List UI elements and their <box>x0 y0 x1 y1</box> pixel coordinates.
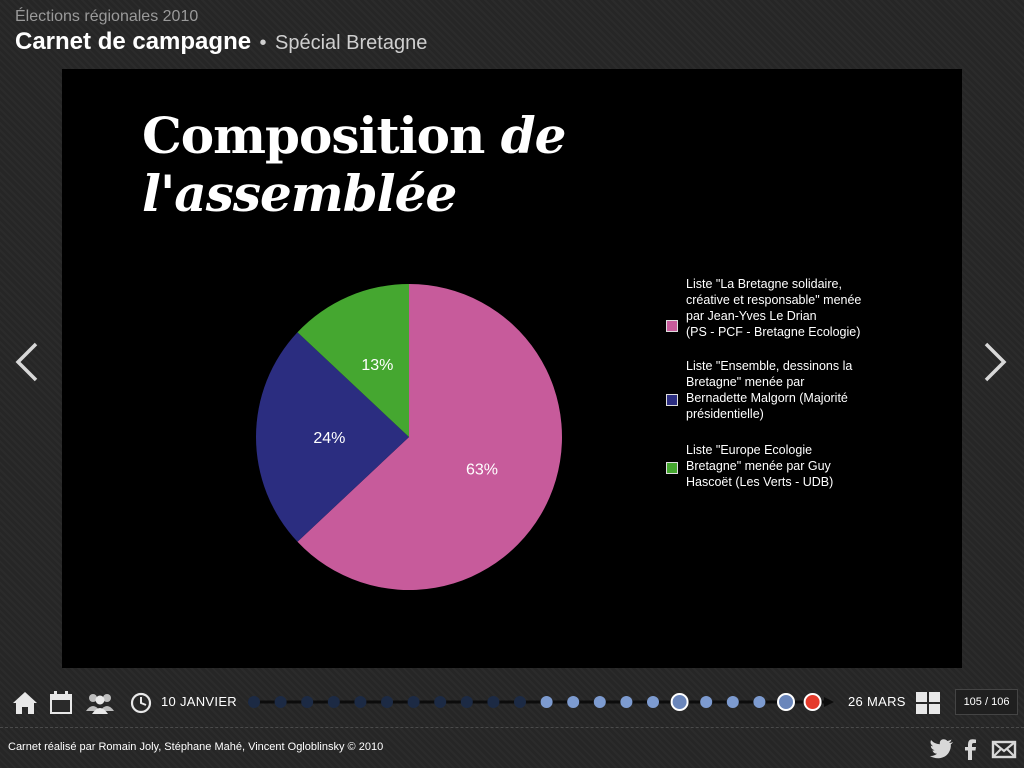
grid-icon <box>916 692 940 714</box>
mail-icon <box>991 740 1017 759</box>
pie-slice-2 <box>297 284 409 437</box>
timeline-dot-10[interactable] <box>514 696 526 708</box>
pie-slice-label-0: 63% <box>466 462 498 479</box>
home-icon <box>13 692 37 714</box>
clock-button[interactable] <box>128 689 156 717</box>
timeline-dot-21[interactable] <box>803 693 822 711</box>
timeline-dot-9[interactable] <box>487 696 500 708</box>
page-title: Carnet de campagne <box>15 28 252 55</box>
people-icon <box>86 694 114 714</box>
legend-swatch-1 <box>666 394 678 406</box>
legend-swatch-0 <box>666 320 678 332</box>
timeline-dot-16[interactable] <box>670 693 689 711</box>
facebook-button[interactable] <box>960 738 980 760</box>
slide-title-main: Composition <box>142 106 501 165</box>
mail-button[interactable] <box>991 738 1017 760</box>
home-button[interactable] <box>11 689 39 717</box>
timeline-dot-4[interactable] <box>354 696 367 708</box>
legend-swatch-2 <box>666 462 678 474</box>
timeline-dot-13[interactable] <box>593 696 606 708</box>
timeline-start-label: 10 JANVIER <box>161 694 237 709</box>
facebook-icon <box>965 739 976 760</box>
footer-divider <box>0 727 1024 728</box>
timeline-arrow <box>824 697 834 707</box>
timeline-dot-12[interactable] <box>567 696 580 708</box>
chart-legend: Liste "La Bretagne solidaire, créative e… <box>666 276 866 504</box>
slide-title-italic: de l'assemblée <box>142 106 566 223</box>
timeline-end-label: 26 MARS <box>848 694 906 709</box>
timeline-dot-8[interactable] <box>460 696 473 708</box>
page-subtitle: Spécial Bretagne <box>275 32 428 54</box>
prev-slide-button[interactable] <box>6 338 46 386</box>
timeline-dot-6[interactable] <box>407 696 420 708</box>
legend-item-0: Liste "La Bretagne solidaire, créative e… <box>666 276 866 340</box>
timeline-dot-14[interactable] <box>620 696 633 708</box>
people-button[interactable] <box>84 689 116 717</box>
pie-slice-label-1: 24% <box>313 430 345 447</box>
title-separator: • <box>259 32 267 54</box>
next-slide-button[interactable] <box>976 338 1016 386</box>
timeline-dot-17[interactable] <box>700 696 713 708</box>
timeline-dot-7[interactable] <box>434 696 447 708</box>
timeline-dot-20[interactable] <box>777 693 795 711</box>
legend-label-1: Liste "Ensemble, dessinons la Bretagne" … <box>686 359 853 421</box>
credits: Carnet réalisé par Romain Joly, Stéphane… <box>8 741 384 753</box>
pie-slice-0 <box>297 284 562 590</box>
timeline-dot-2[interactable] <box>301 696 314 708</box>
timeline-dot-3[interactable] <box>327 696 340 708</box>
timeline-dot-15[interactable] <box>647 696 659 708</box>
chevron-left-icon <box>15 342 38 382</box>
supertitle: Élections régionales 2010 <box>15 8 199 25</box>
timeline-dot-5[interactable] <box>381 696 393 708</box>
slide-stage: Composition de l'assemblée 63% 24% 13% Lis… <box>62 69 962 668</box>
legend-label-2: Liste "Europe Ecologie Bretagne" menée p… <box>686 443 834 489</box>
legend-label-0: Liste "La Bretagne solidaire, créative e… <box>686 277 862 339</box>
timeline-dot-1[interactable] <box>274 696 287 708</box>
chevron-right-icon <box>984 342 1007 382</box>
legend-item-2: Liste "Europe Ecologie Bretagne" menée p… <box>666 442 866 490</box>
timeline <box>248 693 834 711</box>
header: Élections régionales 2010 Carnet de camp… <box>15 7 427 58</box>
grid-view-button[interactable] <box>914 689 942 717</box>
footer: Carnet réalisé par Romain Joly, Stéphane… <box>0 730 1024 768</box>
bottom-toolbar: 10 JANVIER 26 MARS 105 / 106 <box>0 680 1024 724</box>
timeline-dot-18[interactable] <box>726 696 739 708</box>
slide-title: Composition de l'assemblée <box>142 107 622 223</box>
timeline-dot-0[interactable] <box>248 696 260 708</box>
twitter-button[interactable] <box>929 738 955 760</box>
twitter-icon <box>930 739 953 759</box>
pie-slice-1 <box>255 332 409 542</box>
calendar-icon <box>50 691 72 714</box>
timeline-dot-19[interactable] <box>753 696 766 708</box>
title-line: Carnet de campagne • Spécial Bretagne <box>15 29 427 58</box>
pie-slice-label-2: 13% <box>361 357 393 374</box>
timeline-dot-11[interactable] <box>540 696 553 708</box>
calendar-button[interactable] <box>47 689 75 717</box>
clock-icon <box>130 692 152 714</box>
legend-item-1: Liste "Ensemble, dessinons la Bretagne" … <box>666 358 866 422</box>
pie-chart: 63% 24% 13% <box>255 284 562 590</box>
page-counter: 105 / 106 <box>955 689 1018 715</box>
